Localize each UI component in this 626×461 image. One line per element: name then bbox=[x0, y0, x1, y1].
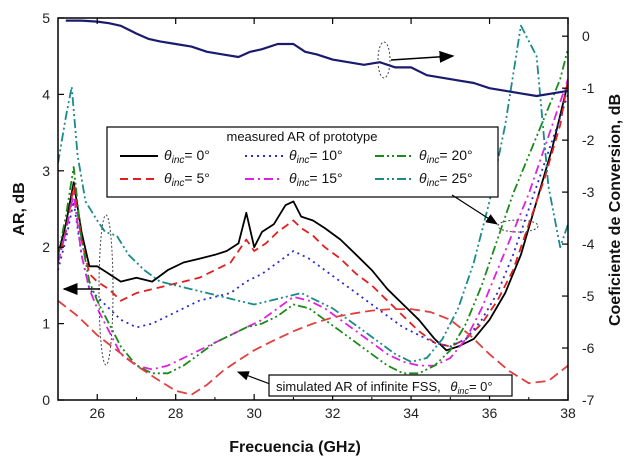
legend-label: θinc= 15° bbox=[289, 170, 343, 189]
sim-label: simulated AR of infinite FSS, θinc= 0° bbox=[276, 379, 493, 396]
y-right-tick-label: -1 bbox=[582, 80, 595, 96]
legend: measured AR of prototype θinc= 0° θinc= 5… bbox=[106, 126, 499, 198]
y-left-tick-label: 5 bbox=[42, 10, 50, 26]
x-tick-label: 26 bbox=[89, 405, 105, 421]
arrow-to-right-axis bbox=[390, 50, 455, 63]
plot-frame bbox=[57, 17, 569, 401]
ellipse-marker-right bbox=[377, 41, 391, 79]
sim-label-box bbox=[268, 374, 513, 397]
arrow-legend-pointer bbox=[451, 194, 499, 225]
y-right-tick-label: -6 bbox=[582, 340, 595, 356]
arrow-sim-pointer bbox=[236, 371, 271, 385]
y-right-tick-label: -5 bbox=[582, 288, 595, 304]
y-right-tick-label: -7 bbox=[582, 392, 595, 408]
y-left-tick-label: 4 bbox=[42, 86, 50, 102]
series-line-1 bbox=[58, 78, 568, 348]
x-axis-title: Frecuencia (GHz) bbox=[229, 439, 361, 456]
series-line-4 bbox=[58, 48, 568, 375]
x-tick-label: 36 bbox=[482, 405, 498, 421]
x-tick-label: 28 bbox=[168, 405, 184, 421]
y-right-tick-label: -2 bbox=[582, 132, 595, 148]
legend-label: θinc= 20° bbox=[419, 147, 473, 166]
y-right-tick-label: 0 bbox=[582, 28, 590, 44]
series-line-6 bbox=[58, 299, 568, 396]
legend-title: measured AR of prototype bbox=[226, 129, 377, 144]
y-axis-title-left: AR, dB bbox=[11, 182, 28, 235]
y-right-tick-label: -4 bbox=[582, 236, 595, 252]
series-line-5 bbox=[58, 24, 568, 363]
x-tick-label: 30 bbox=[246, 405, 262, 421]
x-tick-label: 32 bbox=[325, 405, 341, 421]
y-left-tick-label: 3 bbox=[42, 163, 50, 179]
legend-box bbox=[106, 126, 499, 198]
x-tick-label: 34 bbox=[403, 405, 419, 421]
series-line-3 bbox=[58, 78, 568, 371]
legend-label: θinc= 0° bbox=[164, 147, 210, 166]
legend-label: θinc= 10° bbox=[289, 147, 343, 166]
y-left-tick-label: 1 bbox=[42, 316, 50, 332]
y-right-tick-label: -3 bbox=[582, 184, 595, 200]
x-tick-label: 38 bbox=[560, 405, 576, 421]
series-line-7 bbox=[65, 19, 568, 98]
series-line-0 bbox=[58, 82, 568, 352]
legend-label: θinc= 25° bbox=[419, 170, 473, 189]
legend-label: θinc= 5° bbox=[164, 170, 210, 189]
series-line-2 bbox=[58, 94, 568, 348]
y-left-tick-label: 0 bbox=[42, 392, 50, 408]
annotations: simulated AR of infinite FSS, θinc= 0° bbox=[62, 41, 539, 397]
ellipse-marker-left bbox=[98, 214, 114, 366]
ellipse-marker-legend bbox=[497, 219, 539, 233]
y-left-tick-label: 2 bbox=[42, 239, 50, 255]
y-axis-title-right: Coeficiente de Conversion, dB bbox=[607, 94, 624, 326]
